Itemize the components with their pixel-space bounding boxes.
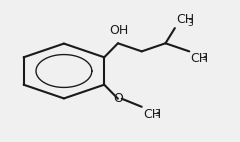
- Text: CH: CH: [190, 52, 209, 65]
- Text: CH: CH: [143, 107, 161, 121]
- Text: 3: 3: [154, 109, 160, 118]
- Text: CH: CH: [176, 13, 194, 26]
- Text: OH: OH: [109, 24, 128, 37]
- Text: O: O: [113, 92, 123, 105]
- Text: 3: 3: [202, 54, 207, 62]
- Text: 3: 3: [187, 19, 193, 28]
